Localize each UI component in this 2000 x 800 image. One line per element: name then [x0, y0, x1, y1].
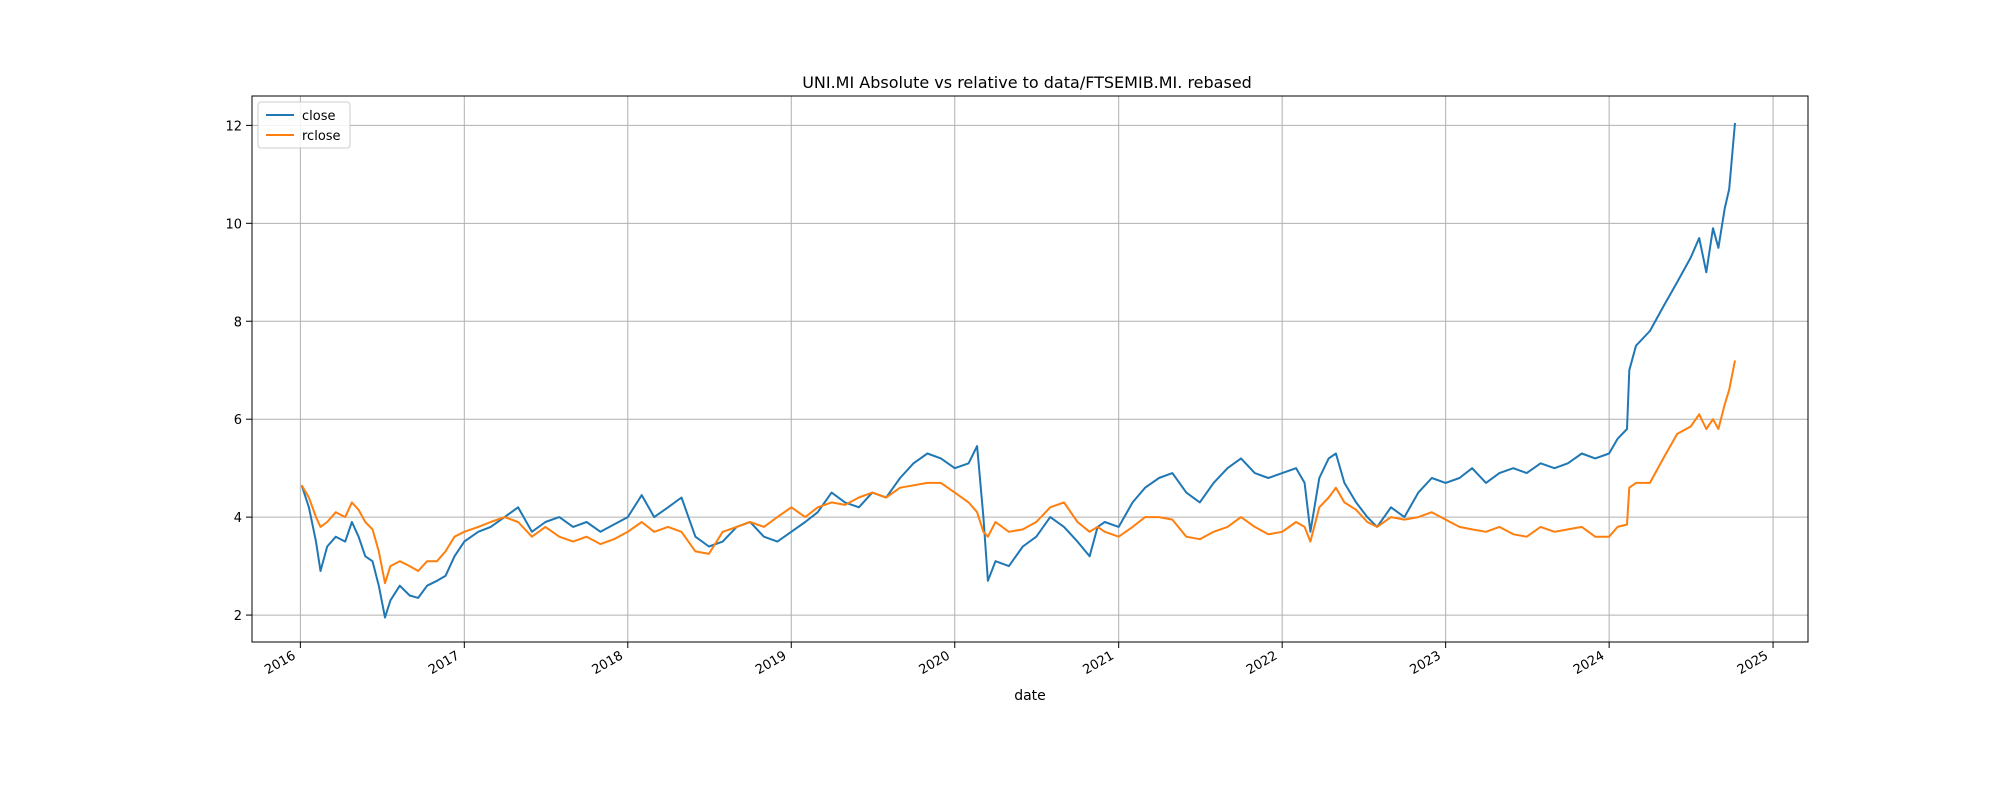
series-line-rclose [300, 360, 1736, 585]
x-axis-label: date [1014, 688, 1046, 704]
y-tick-label: 2 [234, 609, 242, 624]
legend-label-rclose: rclose [302, 129, 341, 144]
legend-label-close: close [302, 109, 335, 124]
chart-title: UNI.MI Absolute vs relative to data/FTSE… [802, 73, 1252, 92]
series-lines [300, 122, 1736, 619]
grid-lines [252, 96, 1808, 642]
y-tick-label: 12 [225, 119, 242, 134]
legend: close rclose [257, 101, 351, 149]
y-tick-label: 4 [234, 511, 242, 526]
plot-frame [251, 95, 1809, 643]
y-axis: 2 4 6 8 10 12 [225, 119, 252, 624]
y-tick-label: 8 [234, 315, 242, 330]
series-line-close [300, 122, 1736, 619]
y-tick-label: 6 [234, 413, 242, 428]
legend-box [257, 101, 351, 149]
y-tick-label: 10 [225, 217, 242, 232]
